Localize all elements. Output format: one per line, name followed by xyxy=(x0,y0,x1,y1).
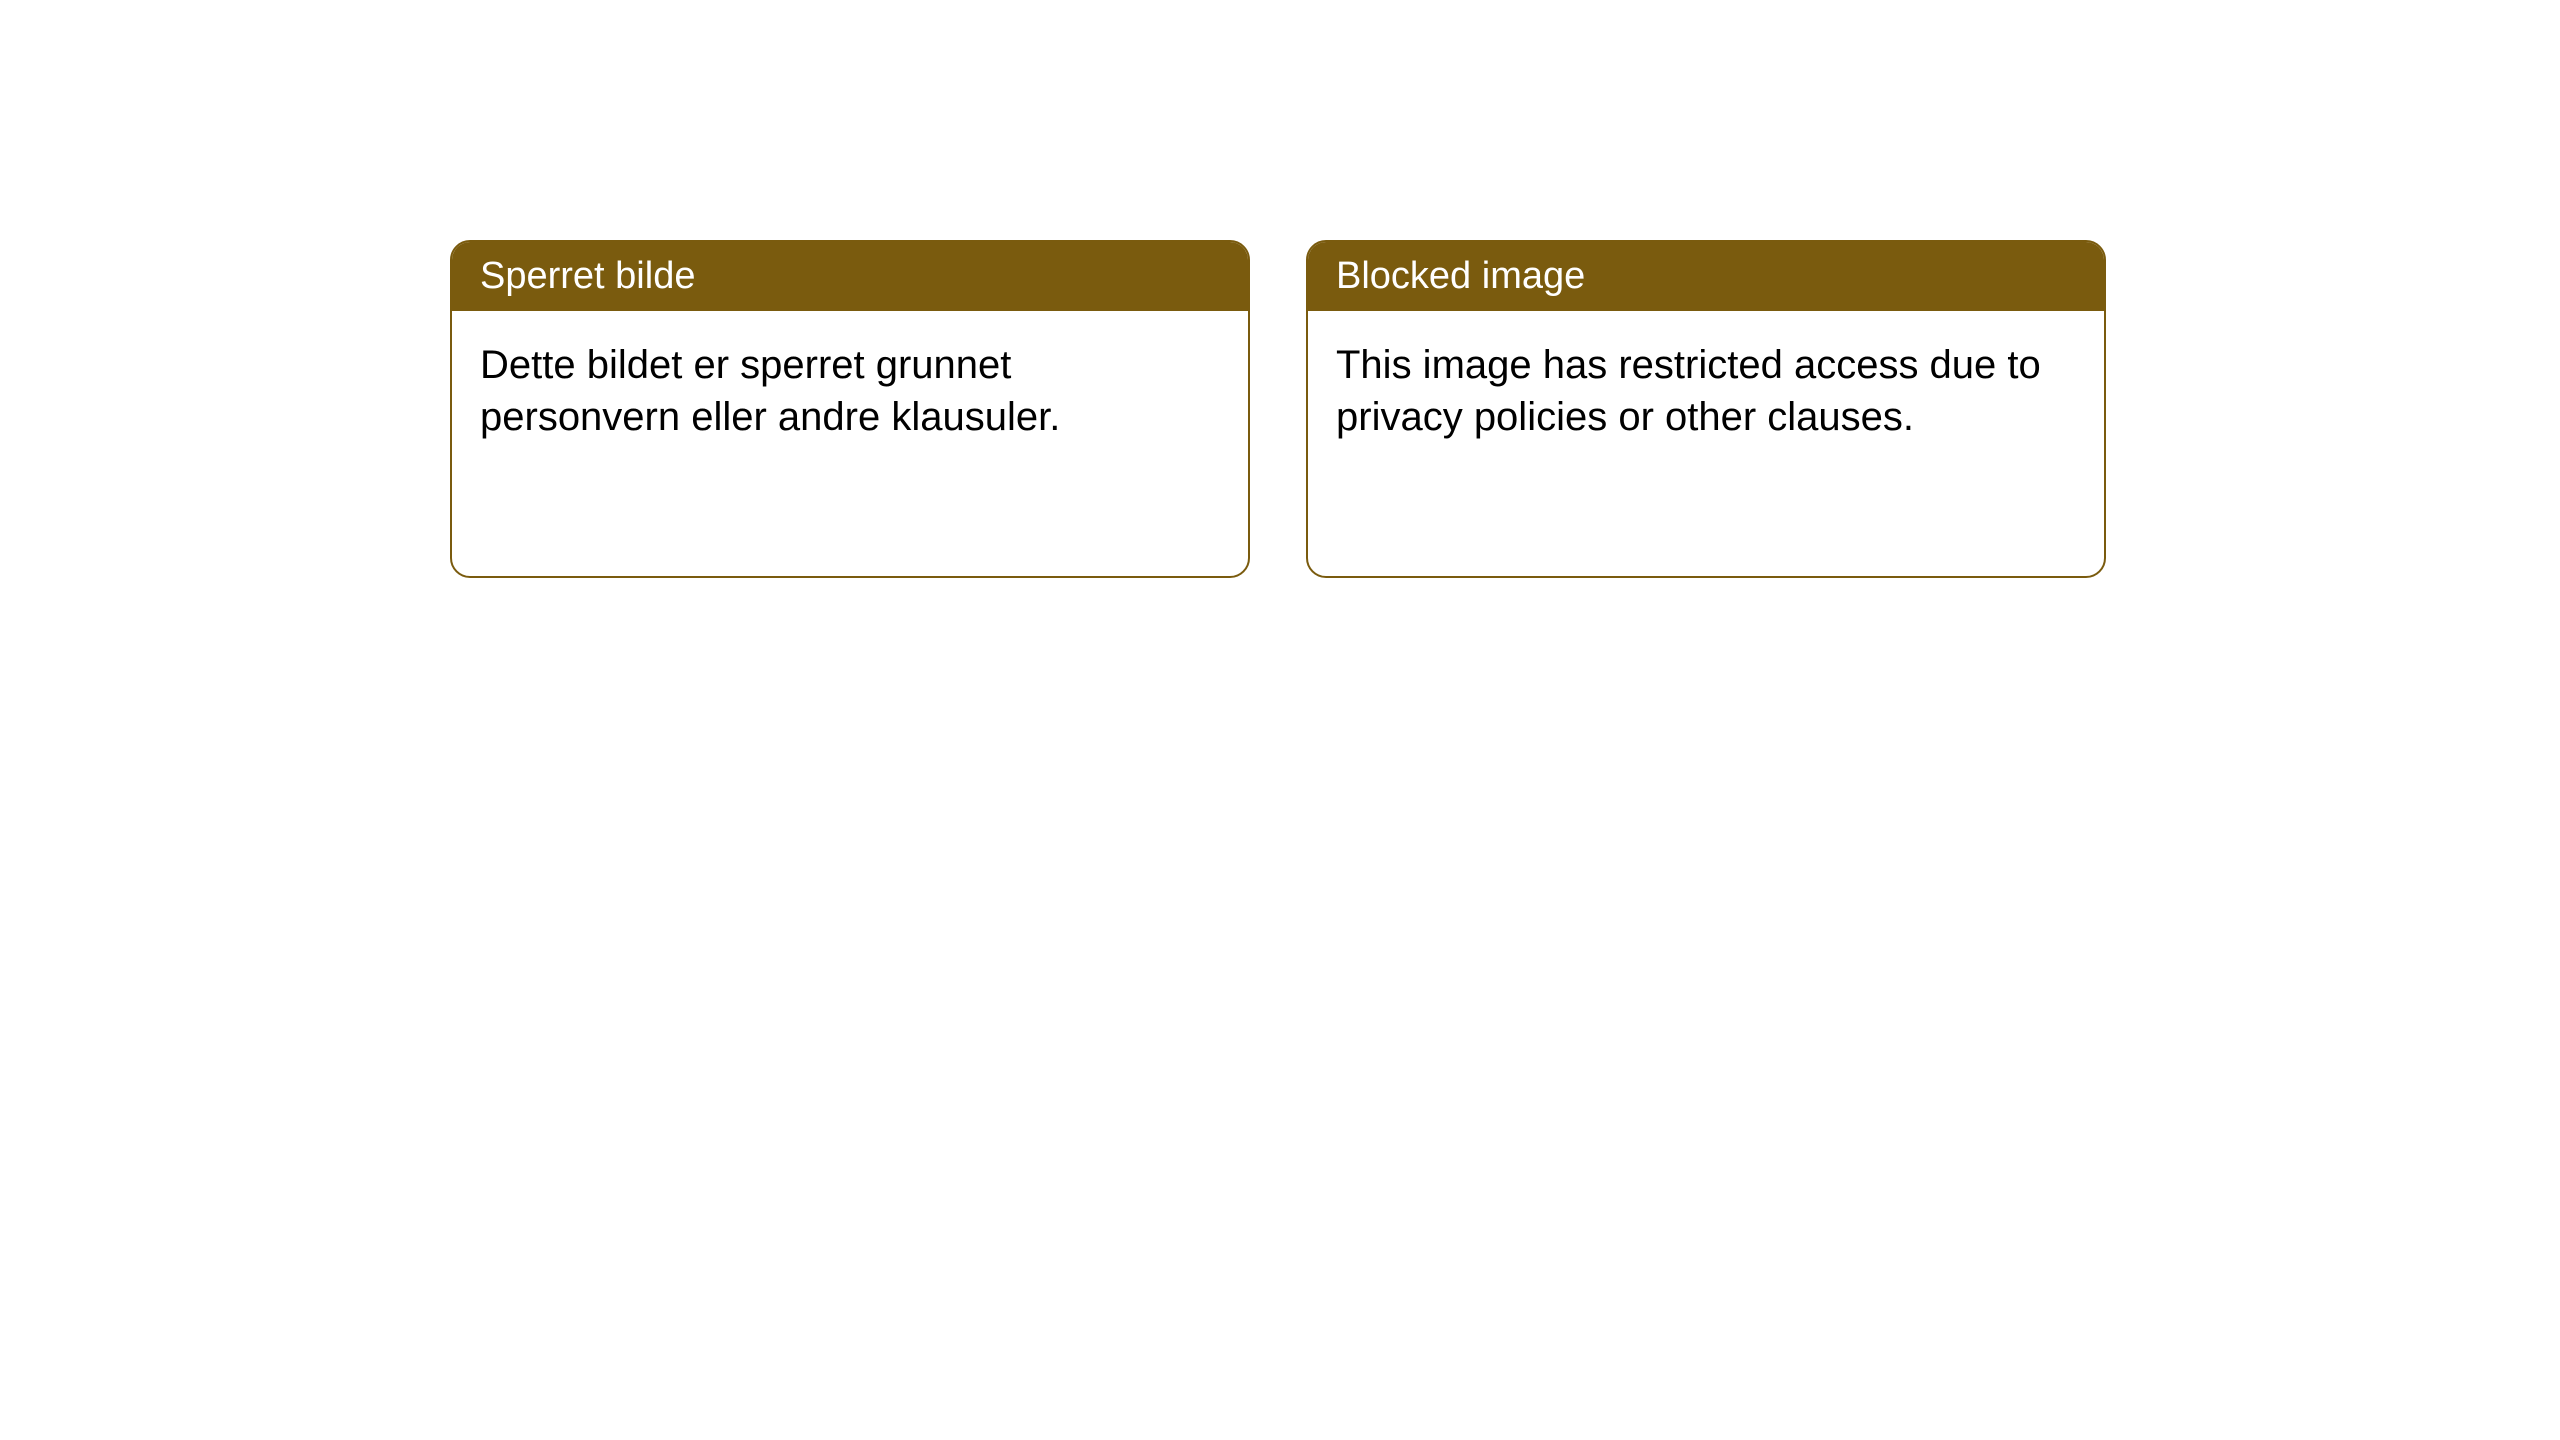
notice-card-norwegian: Sperret bilde Dette bildet er sperret gr… xyxy=(450,240,1250,578)
notice-header: Sperret bilde xyxy=(452,242,1248,311)
notice-header: Blocked image xyxy=(1308,242,2104,311)
notice-container: Sperret bilde Dette bildet er sperret gr… xyxy=(0,0,2560,578)
notice-body: Dette bildet er sperret grunnet personve… xyxy=(452,311,1248,471)
notice-body: This image has restricted access due to … xyxy=(1308,311,2104,471)
notice-card-english: Blocked image This image has restricted … xyxy=(1306,240,2106,578)
